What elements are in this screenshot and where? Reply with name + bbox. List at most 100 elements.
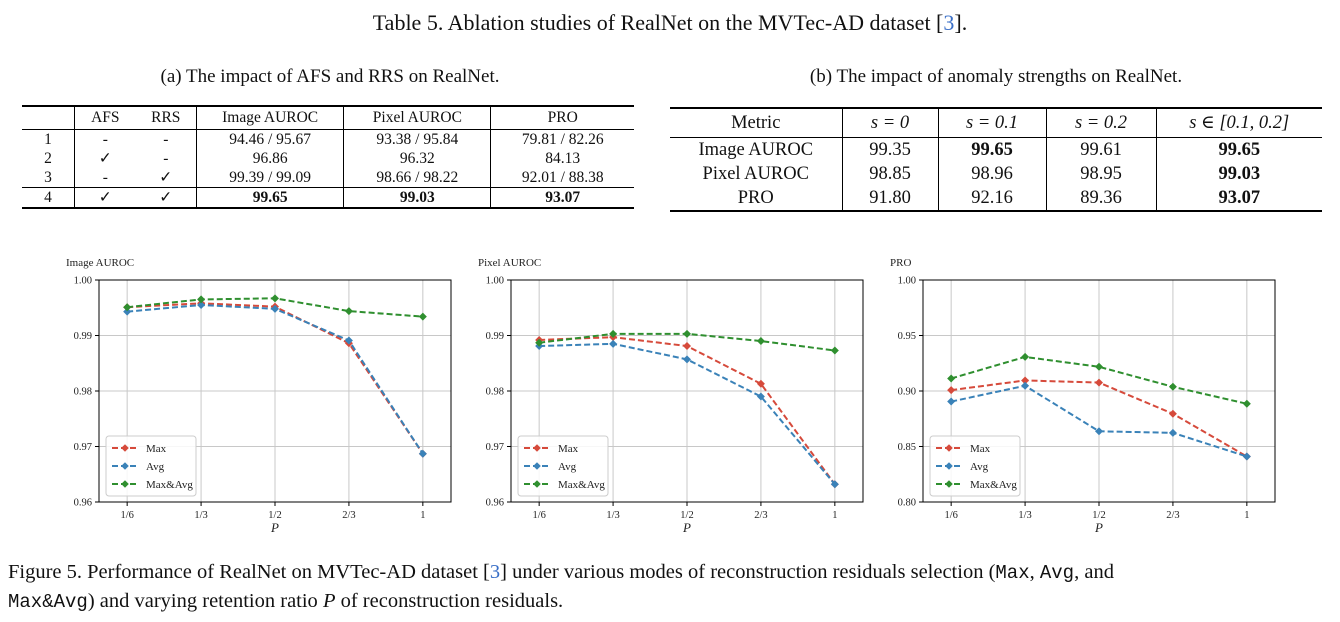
x-tick-label: 1/6 [120, 510, 133, 521]
data-point-Max&Avg [947, 374, 956, 383]
table-cell: Image AUROC [670, 137, 843, 162]
data-point-Max [947, 386, 956, 395]
table-cell: 1 [22, 129, 76, 149]
figure-caption: Figure 5. Performance of RealNet on MVTe… [8, 561, 1114, 613]
table-cell: 98.95 [1046, 162, 1157, 186]
table-cell: - [102, 130, 108, 148]
table-cell: 99.39 / 99.09 [196, 168, 345, 188]
data-point-Max [1021, 376, 1030, 385]
legend-label: Max [558, 443, 579, 455]
data-point-Avg [271, 304, 279, 313]
y-tick-label: 0.97 [74, 442, 92, 453]
table-cell: 3 [22, 168, 76, 188]
table-cell-best: 99.65 [1218, 139, 1261, 160]
table-cell: 93.38 / 95.84 [343, 129, 492, 149]
x-tick-label: 2/3 [754, 510, 767, 521]
data-point-Max&Avg [1021, 352, 1030, 361]
table-a: AFS RRS Image AUROC Pixel AUROC PRO 1 - … [22, 105, 634, 209]
legend-label: Avg [146, 461, 165, 473]
table-cell: PRO [670, 186, 843, 211]
table-b-caption: (b) The impact of anomaly strengths on R… [809, 66, 1183, 87]
x-tick-label: 1/2 [1092, 510, 1105, 521]
y-tick-label: 1.00 [486, 276, 504, 287]
x-tick-label: 1/6 [532, 510, 545, 521]
table-b-header-cell: Metric [670, 108, 843, 138]
table-row: 2 ✓ - 96.86 96.32 84.13 [22, 149, 634, 168]
table-a-header-row: AFS RRS Image AUROC Pixel AUROC PRO [22, 106, 634, 130]
data-point-Max&Avg [1168, 382, 1177, 391]
legend-box [517, 435, 609, 497]
legend-marker [121, 480, 129, 488]
legend-box [929, 435, 1021, 497]
legend-label: Max&Avg [146, 479, 193, 491]
check-icon: ✓ [135, 168, 198, 188]
data-point-Max&Avg [197, 295, 206, 304]
x-tick-label: 1 [832, 510, 837, 521]
data-point-Max&Avg [683, 329, 691, 338]
y-tick-label: 1.00 [74, 276, 92, 287]
table-a-header-cell: Image AUROC [196, 106, 345, 130]
legend-label: Max&Avg [970, 479, 1017, 491]
data-point-Max [1095, 378, 1103, 387]
legend-box [105, 435, 197, 497]
table-cell: 98.66 / 98.22 [343, 168, 492, 188]
legend-label: Avg [970, 461, 989, 473]
table-row: Image AUROC 99.35 99.65 99.61 99.65 [670, 137, 1322, 162]
pro-chart: PRO 0.80 0.85 0.90 0.95 1.00 1/6 1/3 1/2 2/3 1 P Max… [890, 257, 1276, 535]
y-tick-label: 0.95 [898, 331, 916, 342]
table-b-header-cell: s = 0.1 [938, 108, 1047, 138]
table-row: PRO 91.80 92.16 89.36 93.07 [670, 186, 1322, 211]
data-point-Avg [1021, 381, 1030, 390]
x-tick-label: 1/3 [194, 510, 207, 521]
table-a-header-cell [22, 106, 76, 130]
table-row: 3 - ✓ 99.39 / 99.09 98.66 / 98.22 92.01 … [22, 168, 634, 188]
legend-label: Max [970, 443, 991, 455]
data-point-Avg [1168, 428, 1177, 437]
data-point-Max&Avg [535, 338, 544, 347]
data-point-Max&Avg [1095, 362, 1103, 371]
x-axis-label: P [270, 520, 279, 535]
x-tick-label: 1 [420, 510, 425, 521]
x-tick-label: 1 [1244, 510, 1249, 521]
table-cell: - [135, 129, 198, 149]
data-point-Avg [1095, 427, 1103, 436]
check-icon: ✓ [98, 150, 112, 167]
check-icon: ✓ [74, 187, 136, 208]
table-cell: 99.61 [1046, 137, 1157, 162]
table-cell-best: 93.07 [1218, 187, 1261, 208]
table-cell: 98.96 [938, 162, 1047, 186]
data-point-Max&Avg [344, 307, 353, 316]
pixel-auroc-chart: Pixel AUROC 0.96 0.97 0.98 0.99 1.00 1/6 1/3 1/2… [478, 257, 864, 535]
table-cell: 96.32 [343, 149, 492, 168]
table-cell: 92.01 / 88.38 [521, 168, 604, 186]
y-tick-label: 1.00 [898, 276, 916, 287]
x-tick-label: 2/3 [342, 510, 355, 521]
x-tick-label: 1/2 [268, 510, 281, 521]
table-b: Metric s = 0 s = 0.1 s = 0.2 s ∈ [0.1, 0… [670, 107, 1322, 212]
table-cell: 91.80 [842, 186, 939, 211]
legend-marker [121, 462, 129, 470]
citation-link[interactable]: 3 [489, 561, 501, 583]
data-point-Max&Avg [418, 312, 427, 321]
table-cell: 4 [22, 187, 76, 208]
data-point-Max&Avg [756, 337, 765, 346]
table-a-caption: (a) The impact of AFS and RRS on RealNet… [160, 66, 500, 87]
data-point-Avg [609, 339, 618, 348]
data-point-Avg [947, 397, 956, 406]
y-tick-label: 0.99 [486, 331, 504, 342]
x-axis-label: P [1094, 520, 1103, 535]
chart-title: Pixel AUROC [478, 257, 541, 269]
data-point-Max&Avg [1242, 399, 1251, 408]
table-row: 1 - - 94.46 / 95.67 93.38 / 95.84 79.81 … [22, 129, 634, 149]
x-tick-label: 1/2 [680, 510, 693, 521]
y-tick-label: 0.90 [898, 387, 916, 398]
table-cell: 99.35 [842, 137, 939, 162]
chart-title: Image AUROC [66, 257, 134, 269]
citation-link[interactable]: 3 [943, 10, 955, 35]
x-tick-label: 2/3 [1166, 510, 1179, 521]
table-cell: - [135, 149, 198, 168]
y-tick-label: 0.96 [74, 498, 92, 509]
plot-frame [922, 279, 1276, 503]
table-cell-best: 99.65 [196, 187, 345, 208]
y-tick-label: 0.98 [486, 387, 504, 398]
